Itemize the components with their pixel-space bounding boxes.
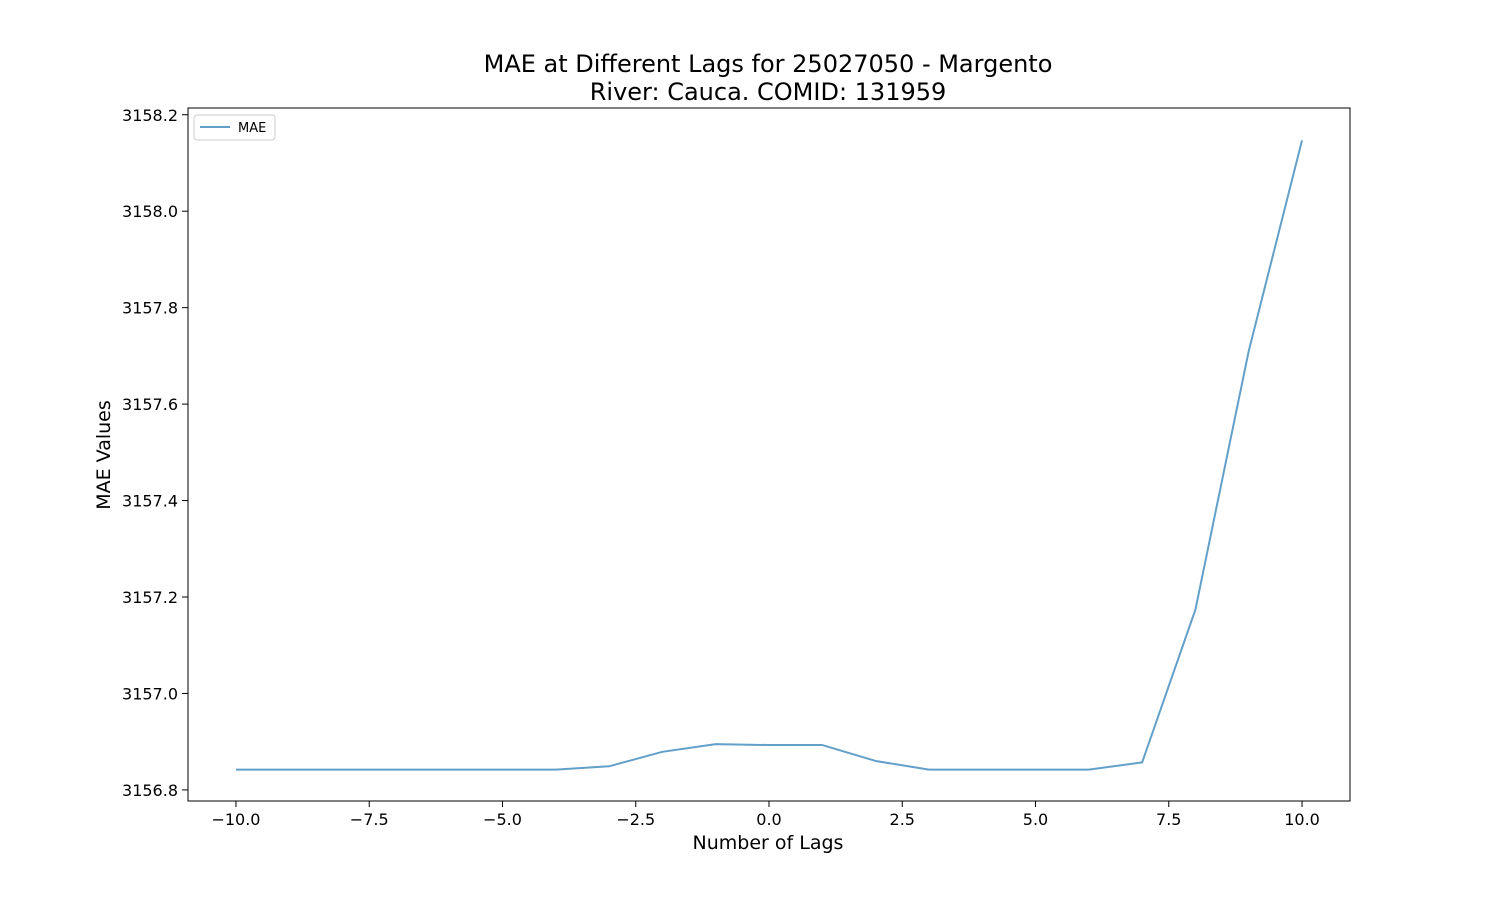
y-axis-label: MAE Values <box>93 400 115 510</box>
legend-box <box>193 114 276 141</box>
legend: MAE <box>193 114 276 141</box>
x-tick-label: 0.0 <box>756 810 781 829</box>
x-tick-label: 7.5 <box>1156 810 1181 829</box>
x-tick-label: 2.5 <box>890 810 915 829</box>
x-tick-label: −10.0 <box>211 810 260 829</box>
x-tick-label: −5.0 <box>483 810 522 829</box>
x-tick-label: −2.5 <box>616 810 655 829</box>
y-tick-label: 3157.4 <box>122 492 178 511</box>
y-tick-label: 3158.2 <box>122 106 178 125</box>
y-tick-label: 3157.6 <box>122 395 178 414</box>
legend-label-mae: MAE <box>238 121 266 136</box>
y-tick-label: 3157.8 <box>122 299 178 318</box>
y-axis: 3156.8 3157.0 3157.2 3157.4 3157.6 3157.8 3158… <box>122 106 188 800</box>
y-tick-label: 3158.0 <box>122 202 178 221</box>
x-tick-label: 5.0 <box>1023 810 1048 829</box>
chart-subtitle: River: Cauca. COMID: 131959 <box>590 78 947 106</box>
x-axis: −10.0 −7.5 −5.0 −2.5 0.0 2.5 5.0 7.5 10.0 <box>211 801 1320 829</box>
chart-title: MAE at Different Lags for 25027050 - Mar… <box>484 50 1053 78</box>
y-tick-label: 3157.0 <box>122 684 178 703</box>
plot-area <box>187 107 1351 802</box>
series-line-mae <box>235 140 1303 771</box>
x-tick-label: −7.5 <box>350 810 389 829</box>
y-tick-label: 3157.2 <box>122 588 178 607</box>
y-tick-label: 3156.8 <box>122 781 178 800</box>
x-tick-label: 10.0 <box>1284 810 1320 829</box>
series-layer <box>235 140 1303 771</box>
x-axis-label: Number of Lags <box>693 832 844 854</box>
